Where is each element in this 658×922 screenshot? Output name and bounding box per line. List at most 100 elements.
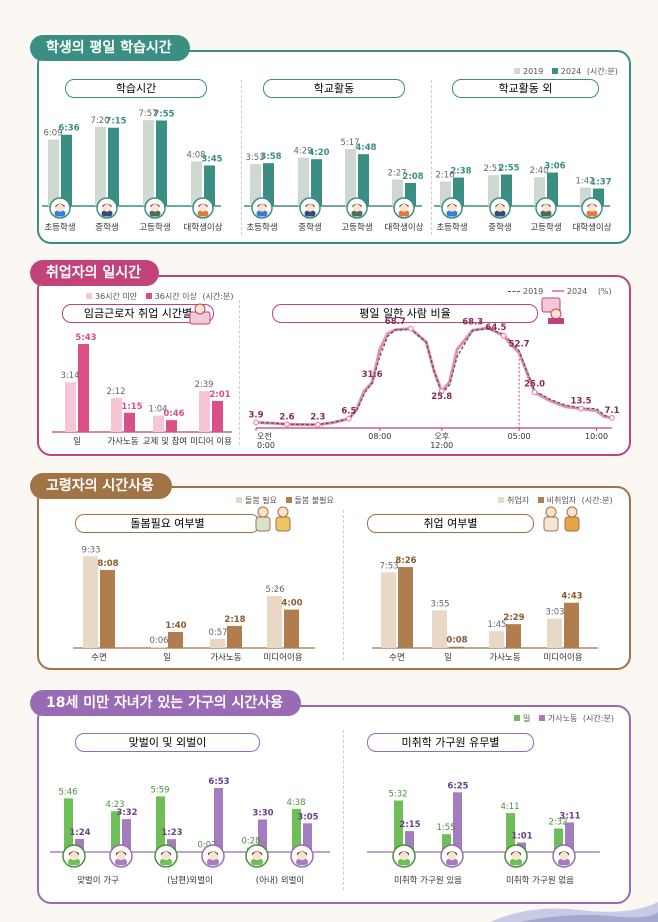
bar-2019 bbox=[143, 120, 154, 206]
bar-2019 bbox=[488, 175, 499, 206]
bar-housework bbox=[258, 819, 267, 852]
category-label: 중학생 bbox=[95, 222, 118, 233]
bar-work bbox=[506, 813, 515, 852]
subtitle-study-time: 학습시간 bbox=[65, 79, 207, 98]
bar-2024 bbox=[204, 165, 215, 206]
avatar-icon bbox=[109, 844, 133, 868]
bar-series-a bbox=[210, 638, 225, 648]
data-label-a: 9:33 bbox=[81, 545, 100, 555]
data-label-a: 1:45 bbox=[487, 620, 506, 630]
data-label: 31.6 bbox=[362, 370, 383, 380]
bar-series-a bbox=[381, 572, 396, 648]
x-tick-label: 오전 bbox=[257, 431, 272, 441]
category-label: 수면 bbox=[389, 652, 405, 663]
data-label-work: 2:32 bbox=[548, 817, 567, 827]
data-label-under-36h: 1:04 bbox=[148, 405, 167, 415]
data-label: 2.3 bbox=[310, 413, 325, 423]
bar-2024 bbox=[311, 159, 322, 206]
data-label-2019: 2:27 bbox=[387, 169, 406, 179]
category-label: 맞벌이 가구 bbox=[77, 875, 119, 886]
data-label-2019: 5:17 bbox=[340, 138, 359, 148]
avatar-icon bbox=[144, 197, 166, 219]
bar-2024 bbox=[156, 120, 167, 206]
data-label-2024: 1:37 bbox=[590, 178, 611, 188]
line-marker bbox=[253, 419, 259, 426]
data-label-a: 7:53 bbox=[379, 561, 398, 571]
data-label-housework: 3:11 bbox=[559, 811, 580, 821]
category-label: 교제 및 참여 bbox=[143, 436, 188, 447]
category-label: 고등학생 bbox=[139, 222, 170, 233]
category-label: 대학생이상 bbox=[384, 222, 423, 233]
data-label-housework: 3:30 bbox=[252, 808, 273, 818]
bar-2019 bbox=[580, 187, 591, 206]
bar-series-a bbox=[432, 610, 447, 648]
x-tick-label: 05:00 bbox=[508, 432, 531, 441]
data-label-b: 2:18 bbox=[224, 615, 245, 625]
bar-2019 bbox=[250, 164, 261, 206]
line-marker bbox=[500, 332, 507, 339]
avatar-icon bbox=[392, 844, 416, 868]
data-label-2019: 2:16 bbox=[435, 171, 454, 181]
avatar-icon bbox=[154, 844, 178, 868]
legend-work-rate: 2019 2024 (%) bbox=[508, 287, 612, 296]
x-tick-label: 12:00 bbox=[430, 441, 453, 450]
subtitle-preschool: 미취학 가구원 유무별 bbox=[367, 733, 534, 752]
bar-over-36h bbox=[166, 420, 177, 432]
bar-housework bbox=[303, 823, 312, 852]
data-label-work: 4:23 bbox=[105, 800, 124, 810]
subtitle-work-rate: 평일 일한 사람 비율 bbox=[272, 304, 538, 323]
data-label: 6.5 bbox=[341, 407, 356, 417]
category-label: 가사노동 bbox=[489, 653, 520, 663]
data-label-work: 1:55 bbox=[436, 823, 455, 833]
bar-series-b bbox=[398, 567, 413, 648]
bar-2024 bbox=[358, 154, 369, 206]
subtitle-outside-school: 학교활동 외 bbox=[452, 79, 599, 98]
data-label-housework: 3:05 bbox=[297, 812, 318, 822]
category-label: 가사노동 bbox=[210, 653, 241, 663]
bar-housework bbox=[565, 822, 574, 852]
avatar-icon bbox=[552, 844, 576, 868]
bar-housework bbox=[453, 792, 462, 852]
category-label: 가사노동 bbox=[107, 437, 138, 447]
data-label-housework: 1:23 bbox=[161, 828, 182, 838]
bar-2024 bbox=[501, 174, 512, 206]
data-label-2024: 4:20 bbox=[308, 148, 329, 158]
data-label-over-36h: 0:46 bbox=[163, 409, 184, 419]
avatar-icon bbox=[290, 844, 314, 868]
data-label-2019: 1:42 bbox=[575, 177, 594, 187]
data-label-2024: 3:58 bbox=[260, 152, 281, 162]
data-label-work: 4:11 bbox=[500, 802, 519, 812]
data-label-b: 8:08 bbox=[97, 559, 118, 569]
avatar-icon bbox=[440, 844, 464, 868]
data-label-work: 5:59 bbox=[150, 785, 169, 795]
data-label-under-36h: 2:12 bbox=[106, 387, 125, 397]
bar-2019 bbox=[392, 179, 403, 206]
caregiver-icon bbox=[255, 506, 291, 532]
elderly-workers-icon bbox=[543, 506, 580, 532]
data-label-over-36h: 1:15 bbox=[121, 402, 142, 412]
avatar-icon bbox=[489, 197, 511, 219]
category-label: 고등학생 bbox=[530, 222, 561, 233]
avatar-icon bbox=[504, 844, 528, 868]
bar-under-36h bbox=[111, 398, 122, 432]
data-label-2019: 4:08 bbox=[186, 150, 205, 160]
data-label: 3.9 bbox=[248, 410, 263, 420]
avatar-icon bbox=[535, 197, 557, 219]
bar-work bbox=[156, 796, 165, 852]
data-label: 7.1 bbox=[604, 406, 619, 416]
elderly-chart: 9:33 8:08 수면 0:06 1:40 일 0:57 2:18 가사노동 5:26 4:00 미… bbox=[73, 545, 598, 663]
data-label-2024: 6:36 bbox=[58, 124, 79, 134]
avatar-icon bbox=[201, 844, 225, 868]
bar-series-b bbox=[168, 631, 183, 648]
category-label: 미디어이용 bbox=[543, 652, 582, 663]
data-label-work: 0:28 bbox=[241, 837, 260, 847]
data-label-b: 8:26 bbox=[395, 556, 416, 566]
data-label-2024: 2:38 bbox=[450, 167, 471, 177]
data-label-a: 5:26 bbox=[265, 585, 284, 595]
category-label: 일 bbox=[444, 653, 452, 663]
bar-2019 bbox=[534, 177, 545, 206]
line-marker bbox=[531, 389, 538, 396]
bar-work bbox=[292, 808, 301, 852]
data-label-work: 5:46 bbox=[58, 787, 77, 797]
